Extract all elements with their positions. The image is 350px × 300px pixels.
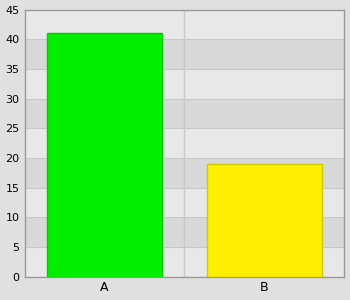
Bar (47, 33, 162, 277)
Bar (25, 10, 344, 39)
Bar (25, 158, 344, 188)
Bar (25, 99, 344, 128)
Bar (25, 217, 344, 247)
Bar (25, 247, 344, 277)
Bar (25, 69, 344, 99)
Bar (25, 39, 344, 69)
Bar (25, 128, 344, 158)
Bar (207, 164, 322, 277)
Bar (25, 188, 344, 217)
